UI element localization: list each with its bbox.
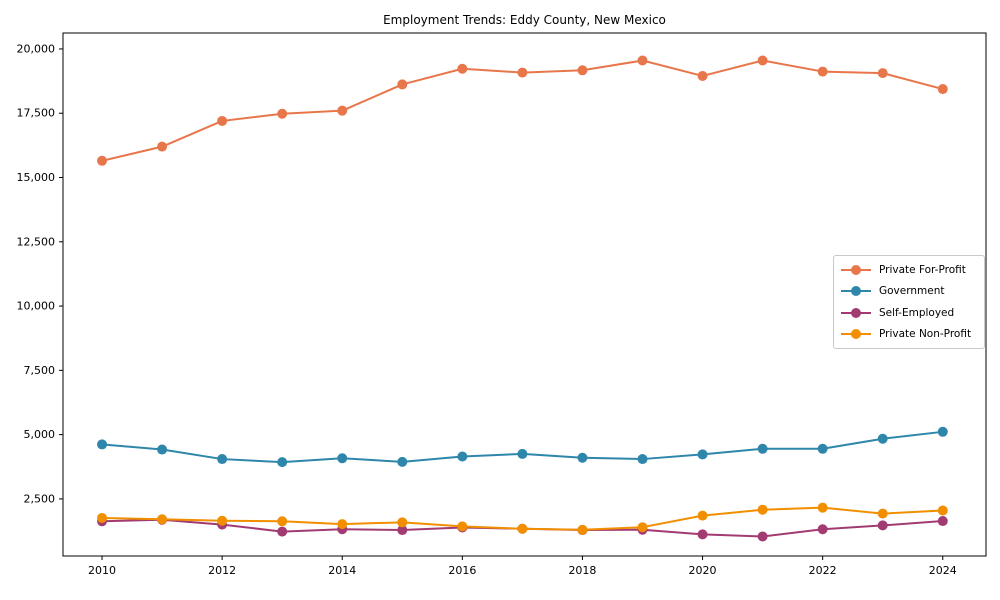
y-tick-label: 20,000 (17, 42, 56, 55)
data-point-marker (457, 63, 468, 74)
data-point-marker (817, 66, 828, 77)
data-point-marker (877, 520, 888, 531)
data-point-marker (577, 524, 588, 535)
legend-item-government: Government (841, 285, 977, 297)
legend-item-private-non-profit: Private Non-Profit (841, 328, 977, 340)
data-point-marker (157, 514, 168, 525)
data-point-marker (277, 516, 288, 527)
x-tick-label: 2010 (88, 564, 116, 577)
data-point-marker (697, 510, 708, 521)
data-point-marker (877, 68, 888, 79)
data-point-marker (97, 439, 108, 450)
data-point-marker (457, 451, 468, 462)
x-tick-label: 2014 (328, 564, 356, 577)
x-tick-label: 2016 (448, 564, 476, 577)
data-point-marker (697, 529, 708, 540)
legend-label: Private Non-Profit (879, 328, 972, 341)
y-tick-label: 15,000 (17, 171, 56, 184)
y-tick-label: 2,500 (24, 492, 56, 505)
data-point-marker (217, 515, 228, 526)
data-point-marker (877, 508, 888, 519)
data-point-marker (937, 426, 948, 437)
data-point-marker (697, 449, 708, 460)
data-point-marker (637, 55, 648, 66)
data-point-marker (937, 516, 948, 527)
data-point-marker (517, 448, 528, 459)
data-point-marker (97, 512, 108, 523)
legend-item-self-employed: Self-Employed (841, 307, 977, 319)
x-tick-label: 2022 (809, 564, 837, 577)
chart-title: Employment Trends: Eddy County, New Mexi… (383, 13, 666, 27)
line-marker-icon (841, 329, 871, 340)
data-point-marker (577, 452, 588, 463)
x-tick-label: 2012 (208, 564, 236, 577)
data-point-marker (877, 433, 888, 444)
data-point-marker (217, 115, 228, 126)
data-point-marker (397, 456, 408, 467)
y-tick-label: 7,500 (24, 364, 56, 377)
data-point-marker (277, 526, 288, 537)
data-point-marker (277, 108, 288, 119)
data-point-marker (817, 524, 828, 535)
data-point-marker (337, 519, 348, 530)
data-point-marker (397, 517, 408, 528)
data-point-marker (157, 444, 168, 455)
data-point-marker (817, 443, 828, 454)
data-point-marker (637, 522, 648, 533)
legend-label: Self-Employed (879, 306, 955, 319)
data-point-marker (697, 70, 708, 81)
x-tick-label: 2024 (929, 564, 957, 577)
y-tick-label: 5,000 (24, 428, 56, 441)
data-point-marker (757, 504, 768, 515)
data-point-marker (937, 84, 948, 95)
legend-item-private-for-profit: Private For-Profit (841, 264, 977, 276)
line-marker-icon (841, 307, 871, 318)
legend-label: Government (879, 285, 945, 298)
y-tick-label: 10,000 (17, 300, 56, 313)
data-point-marker (217, 454, 228, 465)
x-tick-label: 2018 (568, 564, 596, 577)
data-point-marker (337, 453, 348, 464)
data-point-marker (97, 155, 108, 166)
line-marker-icon (841, 286, 871, 297)
data-point-marker (277, 457, 288, 468)
legend: Private For-Profit Government Self-Emplo… (833, 255, 985, 349)
x-tick-label: 2020 (689, 564, 717, 577)
y-tick-label: 17,500 (17, 107, 56, 120)
data-point-marker (517, 523, 528, 534)
axes-frame (62, 32, 987, 557)
data-point-marker (517, 67, 528, 78)
data-point-marker (397, 525, 408, 536)
data-point-marker (637, 454, 648, 465)
data-point-marker (157, 141, 168, 152)
data-point-marker (457, 521, 468, 532)
data-point-marker (757, 443, 768, 454)
data-point-marker (337, 105, 348, 116)
data-point-marker (397, 79, 408, 90)
line-marker-icon (841, 264, 871, 275)
data-point-marker (817, 502, 828, 513)
data-point-marker (757, 531, 768, 542)
data-point-marker (757, 55, 768, 66)
data-point-marker (937, 505, 948, 516)
legend-label: Private For-Profit (879, 263, 966, 276)
y-tick-label: 12,500 (17, 235, 56, 248)
data-point-marker (577, 65, 588, 76)
